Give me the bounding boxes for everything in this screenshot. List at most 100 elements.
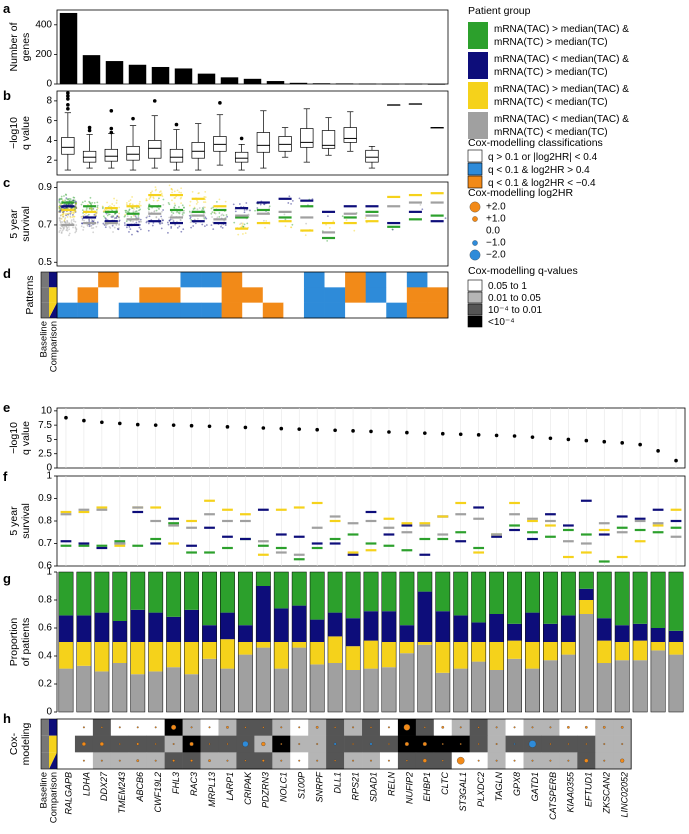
scatter-point [62, 213, 65, 216]
scatter-point [353, 229, 356, 232]
scatter-point [263, 203, 266, 206]
point [423, 431, 427, 435]
scatter-point [67, 212, 70, 215]
box-outlier [66, 91, 70, 95]
hazard-ratio-dot [387, 743, 390, 745]
box-outlier [87, 128, 92, 133]
scatter-point [290, 226, 293, 229]
stacked-bar-segment [381, 611, 397, 642]
pattern-cell [57, 287, 78, 303]
scatter-point [96, 221, 99, 224]
scatter-point [170, 211, 173, 213]
panel-f-tick-label: 0.7 [38, 538, 52, 549]
scatter-point [178, 191, 181, 194]
hazard-ratio-dot [477, 759, 480, 762]
panel-c-tick-label: 0.5 [38, 257, 52, 268]
scatter-point [284, 218, 287, 221]
scatter-point [96, 206, 99, 209]
stacked-bar-segment [489, 614, 504, 642]
comparison-label: Comparison [49, 321, 60, 372]
scatter-point [115, 216, 118, 219]
hazard-ratio-dot [136, 742, 140, 746]
scatter-point [155, 209, 158, 212]
stacked-bar-segment [94, 612, 110, 642]
scatter-point [59, 224, 62, 226]
scatter-point [82, 226, 85, 229]
scatter-point [220, 225, 222, 228]
bar [59, 12, 78, 85]
stacked-bar-segment [148, 642, 163, 672]
stacked-bar-segment [453, 642, 468, 669]
scatter-point [81, 217, 84, 220]
stacked-bar-segment [543, 623, 558, 642]
pattern-cell [118, 302, 140, 319]
stacked-bar-segment [292, 605, 307, 642]
scatter-point [68, 200, 71, 202]
scatter-point [93, 213, 96, 216]
hazard-ratio-dot [387, 726, 390, 729]
scatter-point [204, 201, 207, 203]
stacked-bar-segment [202, 642, 217, 659]
scatter-point [67, 198, 70, 201]
pattern-cell [427, 287, 449, 303]
scatter-point [193, 207, 196, 210]
scatter-point [81, 215, 84, 218]
pattern-cell [365, 302, 387, 319]
stacked-bar-outline [148, 571, 164, 713]
stacked-bar-outline [471, 571, 487, 713]
scatter-point [60, 203, 63, 206]
stacked-bar-outline [596, 571, 612, 713]
scatter-point [160, 215, 163, 218]
scatter-point [189, 211, 191, 214]
hazard-ratio-dot [495, 726, 498, 729]
scatter-point [234, 210, 237, 213]
scatter-point [74, 210, 77, 213]
hazard-ratio-dot [441, 725, 445, 729]
scatter-point [74, 203, 77, 206]
scatter-point [60, 217, 63, 220]
scatter-point [101, 206, 104, 209]
gene-label: EFTUD1 [584, 772, 594, 807]
scatter-point [176, 189, 179, 192]
scatter-point [65, 197, 68, 200]
stacked-bar-outline [489, 571, 505, 713]
scatter-point [75, 230, 78, 233]
scatter-point [162, 219, 164, 222]
stacked-bar-outline [58, 571, 74, 713]
scatter-point [328, 226, 331, 229]
pattern-cell [221, 302, 243, 319]
hazard-ratio-dot [298, 726, 301, 729]
scatter-point [125, 209, 128, 212]
hazard-ratio-dot [99, 741, 104, 747]
pattern-cell [324, 272, 346, 288]
scatter-point [305, 222, 308, 225]
hazard-ratio-dot [602, 725, 606, 729]
scatter-point [72, 215, 75, 218]
scatter-point [96, 204, 99, 207]
scatter-point [126, 215, 129, 218]
scatter-point [70, 221, 73, 223]
pattern-cell [242, 287, 264, 303]
scatter-point [118, 219, 121, 222]
scatter-point [218, 215, 221, 218]
box [169, 148, 184, 163]
stacked-bar-segment [76, 665, 92, 712]
scatter-point [193, 218, 196, 221]
stacked-bar-outline [507, 571, 522, 713]
hazard-ratio-dot [82, 759, 85, 762]
scatter-point [105, 224, 108, 227]
bar [427, 83, 446, 85]
point [351, 429, 355, 433]
pattern-cell [118, 287, 140, 303]
scatter-point [145, 221, 148, 224]
scatter-point [161, 210, 163, 213]
legend-class-label: q < 0.1 & log2HR > 0.4 [488, 165, 590, 176]
stacked-bar-outline [273, 571, 289, 713]
scatter-point [160, 222, 163, 225]
hazard-ratio-dot [280, 726, 283, 729]
scatter-point [210, 224, 213, 227]
pattern-cell [180, 272, 202, 288]
scatter-point [58, 210, 61, 213]
scatter-point [125, 220, 128, 223]
scatter-point [204, 206, 206, 209]
